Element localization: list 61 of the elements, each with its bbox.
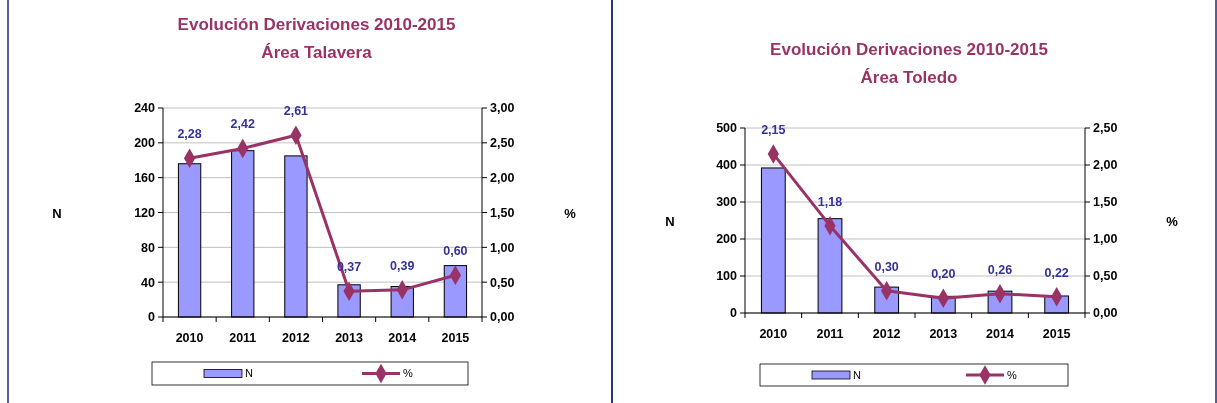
- data-label: 0,39: [390, 258, 415, 273]
- data-label: 0,30: [874, 259, 899, 274]
- y-tick-label: 160: [134, 171, 156, 186]
- y2-tick-label: 2,00: [1093, 158, 1118, 173]
- y-tick-label: 240: [134, 101, 156, 116]
- y-tick-label: 120: [134, 205, 156, 220]
- y-tick-label: 300: [716, 195, 738, 210]
- x-tick-label: 2015: [441, 331, 470, 345]
- y-tick-label: 100: [716, 269, 738, 284]
- legend-label: N: [245, 367, 253, 380]
- y2-axis-title: %: [564, 205, 577, 221]
- chart-subtitle: Área Talavera: [261, 43, 373, 62]
- data-label: 2,42: [230, 117, 255, 132]
- legend-label: %: [1007, 368, 1017, 381]
- y2-tick-label: 0,50: [1093, 269, 1118, 284]
- data-label: 0,22: [1044, 265, 1069, 280]
- data-label: 2,15: [761, 122, 786, 137]
- y-axis-title: N: [52, 205, 62, 221]
- x-tick-label: 2012: [282, 331, 310, 345]
- data-label: 2,28: [177, 127, 202, 142]
- y-tick-label: 0: [148, 310, 156, 325]
- x-tick-label: 2012: [872, 327, 901, 341]
- y-tick-label: 200: [134, 136, 156, 151]
- legend-label: N: [853, 368, 861, 381]
- y-tick-label: 200: [716, 232, 738, 247]
- x-tick-label: 2011: [229, 331, 257, 345]
- y-tick-label: 80: [141, 240, 156, 255]
- y2-tick-label: 1,50: [1093, 195, 1118, 210]
- data-label: 2,61: [283, 104, 309, 119]
- y2-tick-label: 0,00: [490, 310, 515, 325]
- y2-tick-label: 0,50: [490, 275, 515, 290]
- y-tick-label: 400: [716, 158, 738, 173]
- data-label: 0,60: [443, 244, 468, 259]
- x-tick-label: 2010: [759, 327, 788, 341]
- chart-subtitle: Área Toledo: [860, 68, 958, 87]
- chart-title: Evolución Derivaciones 2010-2015: [177, 15, 456, 34]
- x-tick-label: 2013: [335, 331, 364, 345]
- data-label: 1,18: [817, 194, 843, 209]
- y-tick-label: 0: [730, 306, 738, 321]
- y2-tick-label: 0,00: [1093, 306, 1118, 321]
- x-tick-label: 2011: [816, 327, 844, 341]
- y2-axis-title: %: [1166, 213, 1179, 229]
- legend-label: %: [403, 367, 413, 380]
- y-axis-title: N: [665, 213, 675, 229]
- y2-tick-label: 1,00: [1093, 232, 1118, 247]
- x-tick-label: 2013: [929, 327, 958, 341]
- x-tick-label: 2010: [175, 331, 204, 345]
- y-tick-label: 40: [141, 275, 156, 290]
- y2-tick-label: 1,00: [490, 240, 515, 255]
- y2-tick-label: 2,00: [490, 171, 515, 186]
- x-tick-label: 2015: [1042, 327, 1071, 341]
- data-label: 0,20: [931, 267, 956, 282]
- chart-title: Evolución Derivaciones 2010-2015: [770, 40, 1048, 59]
- y2-tick-label: 1,50: [490, 205, 515, 220]
- data-label: 0,26: [987, 262, 1013, 277]
- x-tick-label: 2014: [986, 327, 1014, 341]
- y-tick-label: 500: [716, 121, 738, 136]
- x-tick-label: 2014: [388, 331, 417, 345]
- y2-tick-label: 3,00: [490, 101, 515, 116]
- y2-tick-label: 2,50: [1093, 121, 1118, 136]
- y2-tick-label: 2,50: [490, 136, 515, 151]
